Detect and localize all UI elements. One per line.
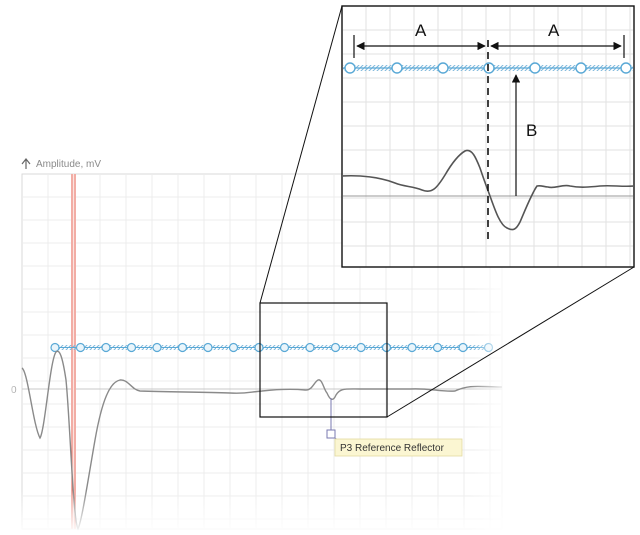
zoom-marker-point-icon <box>391 62 403 74</box>
zoom-frame-border <box>341 5 635 268</box>
zoom-marker-point-icon <box>575 62 587 74</box>
zoom-connector-bottom <box>386 266 635 418</box>
marker-point-icon[interactable] <box>101 342 111 353</box>
zoom-grid <box>343 7 633 267</box>
zoom-connector-top <box>259 5 343 304</box>
reflector-tooltip: P3 Reference Reflector <box>334 438 463 457</box>
zoom-inset: A A B <box>341 5 635 268</box>
marker-point-icon[interactable] <box>458 342 468 353</box>
marker-point-icon[interactable] <box>177 342 188 353</box>
marker-point-icon[interactable] <box>279 342 290 353</box>
waveform-trace <box>21 350 503 531</box>
axis-up-arrow-icon <box>21 158 31 169</box>
marker-point-icon[interactable] <box>356 342 366 353</box>
marker-point-icon[interactable] <box>305 342 315 353</box>
marker-point-icon[interactable] <box>254 342 264 353</box>
zoom-marker-point-icon <box>529 62 541 74</box>
dimension-a-left-label: A <box>415 21 427 40</box>
zoom-marker-point-icon <box>344 62 356 74</box>
marker-point-icon[interactable] <box>228 342 239 353</box>
dimension-a-right-label: A <box>548 21 560 40</box>
zoom-selection-box[interactable] <box>259 302 388 418</box>
fade-bottom <box>0 490 510 535</box>
marker-point-icon[interactable] <box>152 342 162 353</box>
axis-label: Amplitude, mV <box>36 159 101 170</box>
fade-left <box>0 150 22 535</box>
reflector-handle-icon[interactable] <box>326 429 336 439</box>
zoom-selection <box>259 5 635 418</box>
marker-line[interactable] <box>50 342 494 353</box>
marker-point-icon[interactable] <box>330 342 341 353</box>
zoom-marker-point-icon <box>437 62 449 74</box>
reflector-tooltip-label: P3 Reference Reflector <box>340 443 445 454</box>
marker-point-icon[interactable] <box>203 342 213 353</box>
plot-grid <box>22 174 502 529</box>
amplitude-axis-header: Amplitude, mV <box>21 158 101 170</box>
marker-point-icon[interactable] <box>75 342 86 353</box>
dimension-b-label: B <box>526 121 537 140</box>
marker-point-icon[interactable] <box>50 342 60 353</box>
marker-point-icon[interactable] <box>432 342 443 353</box>
zoom-waveform-trace <box>343 149 633 231</box>
marker-point-icon[interactable] <box>407 342 417 353</box>
zoom-marker-point-icon <box>483 62 495 74</box>
zoom-marker-point-icon <box>620 62 632 74</box>
marker-point-icon[interactable] <box>126 342 137 353</box>
